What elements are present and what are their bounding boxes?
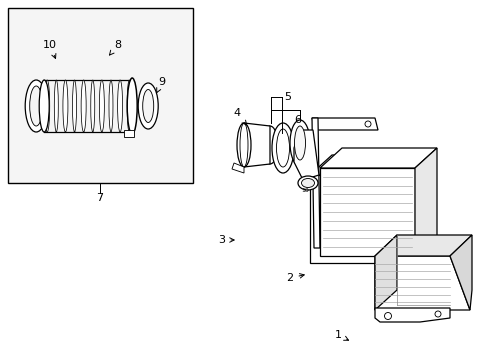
Polygon shape <box>319 148 436 168</box>
Ellipse shape <box>127 78 137 134</box>
Ellipse shape <box>289 120 309 166</box>
Circle shape <box>364 121 370 127</box>
Ellipse shape <box>99 80 104 132</box>
Text: 8: 8 <box>109 40 122 55</box>
Polygon shape <box>244 123 269 167</box>
Circle shape <box>384 312 391 320</box>
Ellipse shape <box>72 80 77 132</box>
Ellipse shape <box>262 126 278 164</box>
Ellipse shape <box>25 80 47 132</box>
Polygon shape <box>374 308 449 322</box>
Ellipse shape <box>127 80 131 132</box>
Polygon shape <box>309 155 426 175</box>
Text: 9: 9 <box>156 77 165 93</box>
Bar <box>8 8 193 183</box>
Polygon shape <box>319 168 414 256</box>
Text: 5: 5 <box>284 92 291 102</box>
Ellipse shape <box>142 90 153 122</box>
Text: 2: 2 <box>286 273 304 283</box>
Ellipse shape <box>91 80 95 132</box>
Text: 4: 4 <box>233 108 246 125</box>
Text: 10: 10 <box>301 188 308 193</box>
Text: 7: 7 <box>96 193 103 203</box>
Ellipse shape <box>44 80 50 132</box>
Polygon shape <box>414 148 436 256</box>
Ellipse shape <box>54 80 58 132</box>
Polygon shape <box>449 235 471 310</box>
Circle shape <box>434 311 440 317</box>
Ellipse shape <box>39 80 49 132</box>
Ellipse shape <box>117 80 122 132</box>
Polygon shape <box>231 163 244 173</box>
Bar <box>124 130 134 137</box>
Text: 10: 10 <box>43 40 57 58</box>
Text: 1: 1 <box>334 330 348 340</box>
Ellipse shape <box>237 123 250 167</box>
Ellipse shape <box>294 126 305 160</box>
Ellipse shape <box>109 80 113 132</box>
Polygon shape <box>293 130 318 180</box>
Ellipse shape <box>276 129 289 167</box>
Polygon shape <box>309 175 404 263</box>
Polygon shape <box>311 118 377 130</box>
Polygon shape <box>311 118 319 248</box>
Polygon shape <box>374 235 396 310</box>
Ellipse shape <box>138 83 158 129</box>
Text: 3: 3 <box>218 235 234 245</box>
Ellipse shape <box>271 123 293 173</box>
Polygon shape <box>374 256 469 310</box>
Ellipse shape <box>81 80 86 132</box>
Text: 6: 6 <box>294 115 301 125</box>
Ellipse shape <box>63 80 68 132</box>
Polygon shape <box>374 235 471 256</box>
Ellipse shape <box>301 179 314 188</box>
Ellipse shape <box>297 176 317 190</box>
Ellipse shape <box>30 86 42 126</box>
